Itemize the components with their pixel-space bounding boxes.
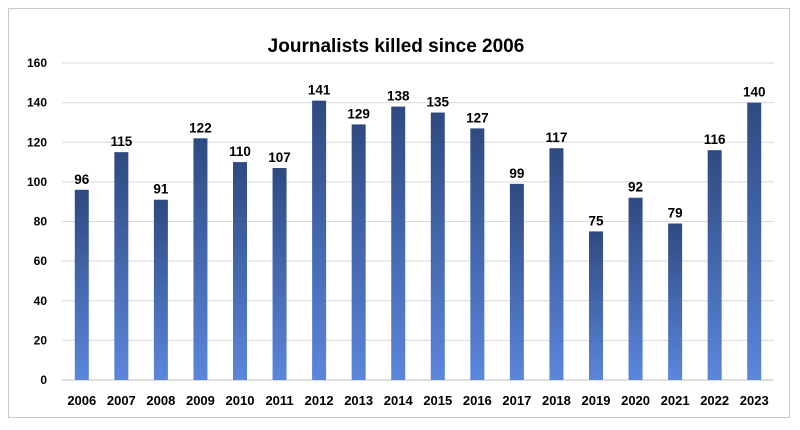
x-tick-label: 2019 [582,393,611,408]
x-tick-label: 2007 [107,393,136,408]
x-tick-label: 2016 [463,393,492,408]
data-label-2022: 116 [704,132,726,147]
data-label-2023: 140 [743,85,766,100]
bar-2015 [430,112,445,380]
bar-2012 [312,100,327,381]
x-tick-label: 2009 [186,393,215,408]
bar-2020 [628,197,643,380]
data-label-2011: 107 [268,150,291,165]
gridlines [62,62,774,381]
y-tick-label: 80 [34,215,48,229]
data-label-2006: 96 [74,172,90,187]
x-tick-label: 2010 [226,393,255,408]
data-labels: 96 115 91 122 110 107 141 129 138 135 127 99 117 75 92… [74,83,765,229]
data-label-2014: 138 [387,89,410,104]
x-tick-label: 2006 [67,393,96,408]
y-tick-label: 140 [27,96,47,110]
data-label-2013: 129 [347,106,370,121]
bar-2018 [549,148,564,380]
x-tick-label: 2017 [502,393,531,408]
data-label-2007: 115 [110,134,132,149]
bar-2022 [707,150,722,380]
x-tick-label: 2018 [542,393,571,408]
bar-2023 [747,102,762,380]
bar-2009 [193,138,208,380]
bar-2006 [74,189,89,380]
bar-2017 [509,183,524,380]
bar-2007 [114,152,129,380]
bar-2019 [589,231,603,380]
y-tick-label: 0 [40,373,47,387]
y-tick-label: 100 [27,175,47,189]
y-tick-label: 60 [34,254,48,268]
x-tick-label: 2011 [265,393,293,408]
data-label-2017: 99 [509,166,524,181]
data-label-2016: 127 [466,110,489,125]
bar-2013 [351,124,366,380]
x-tick-label: 2013 [344,393,373,408]
bar-2016 [470,128,485,380]
x-tick-label: 2014 [384,393,414,408]
data-label-2019: 75 [588,213,604,228]
y-axis-ticks: 0 20 40 60 80 100 120 140 160 [27,56,47,387]
bar-2014 [391,106,406,381]
x-tick-label: 2015 [423,393,452,408]
y-tick-label: 160 [27,56,47,70]
data-label-2018: 117 [546,130,568,145]
x-tick-label: 2012 [305,393,334,408]
y-tick-label: 20 [34,333,48,347]
data-label-2020: 92 [628,180,643,195]
data-label-2015: 135 [427,95,450,110]
x-tick-label: 2022 [700,393,729,408]
x-tick-label: 2023 [740,393,769,408]
bar-2010 [233,162,247,380]
bar-2011 [272,168,287,380]
y-tick-label: 120 [27,135,47,149]
y-tick-label: 40 [34,294,48,308]
x-axis-ticks: 2006 2007 2008 2009 2010 2011 2012 2013 2014 2015… [67,393,768,408]
x-tick-label: 2008 [146,393,175,408]
data-label-2009: 122 [189,120,212,135]
data-label-2021: 79 [668,205,683,220]
data-label-2012: 141 [308,83,331,98]
bars [74,100,762,381]
chart-title: Journalists killed since 2006 [268,36,525,57]
data-label-2010: 110 [229,144,251,159]
bar-2008 [153,199,168,380]
x-tick-label: 2021 [661,393,690,408]
bar-2021 [668,223,683,380]
data-label-2008: 91 [153,182,169,197]
x-tick-label: 2020 [621,393,650,408]
